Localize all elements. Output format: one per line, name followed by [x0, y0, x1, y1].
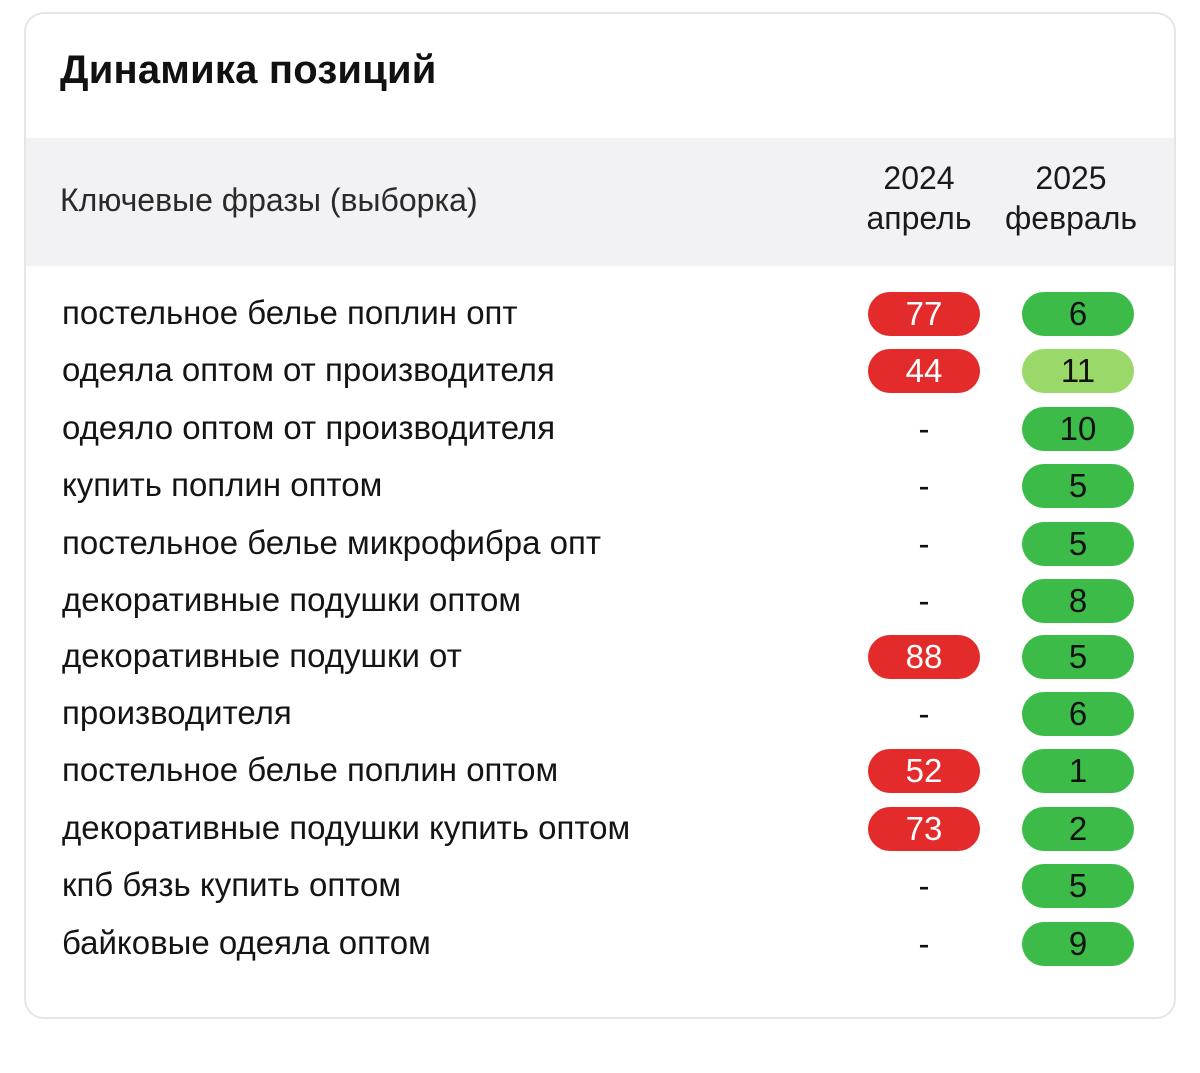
- header-col-2025-month: февраль: [1004, 200, 1138, 236]
- position-2025-badge: 8: [1022, 579, 1134, 623]
- position-2025-badge: 10: [1022, 407, 1134, 451]
- table-row: одеяло оптом от производителя - 10: [26, 403, 1174, 453]
- table-row: постельное белье микрофибра опт - 5: [26, 518, 1174, 568]
- keyword-phrase: декоративные подушки купить оптом: [62, 809, 631, 846]
- card-title: Динамика позиций: [60, 48, 437, 92]
- table-row: купить поплин оптом - 5: [26, 460, 1174, 510]
- header-col-2025-year: 2025: [1035, 160, 1107, 196]
- keyword-phrase: байковые одеяла оптом: [62, 924, 431, 961]
- position-2024-badge: -: [918, 525, 930, 562]
- keyword-phrase: одеяло оптом от производителя: [62, 409, 556, 446]
- positions-card: Динамика позиций Ключевые фразы (выборка…: [24, 12, 1176, 1019]
- table-row: байковые одеяла оптом - 9: [26, 918, 1174, 968]
- table-header: Ключевые фразы (выборка) 2024 апрель 202…: [26, 138, 1174, 266]
- table-row: декоративные подушки от 88 5: [26, 631, 1174, 681]
- header-col-2024: 2024 апрель: [844, 158, 994, 238]
- table-row: декоративные подушки оптом - 8: [26, 575, 1174, 625]
- header-col-2024-year: 2024: [883, 160, 955, 196]
- position-2025-badge: 5: [1022, 635, 1134, 679]
- position-2025-badge: 9: [1022, 922, 1134, 966]
- keyword-phrase: кпб бязь купить оптом: [62, 866, 402, 903]
- keyword-phrase: декоративные подушки от: [62, 637, 462, 674]
- position-2024-badge: -: [918, 582, 930, 619]
- position-2024-badge: 88: [868, 635, 980, 679]
- position-2025-badge: 2: [1022, 807, 1134, 851]
- position-2024-badge: -: [918, 467, 930, 504]
- position-2025-badge: 11: [1022, 349, 1134, 393]
- position-2025-badge: 5: [1022, 522, 1134, 566]
- position-2024-badge: -: [918, 867, 930, 904]
- keyword-phrase: постельное белье поплин оптом: [62, 751, 559, 788]
- keyword-phrase: постельное белье микрофибра опт: [62, 524, 601, 561]
- table-row: кпб бязь купить оптом - 5: [26, 860, 1174, 910]
- position-2024-badge: -: [918, 410, 930, 447]
- keyword-phrase: производителя: [62, 694, 292, 731]
- position-2025-badge: 1: [1022, 749, 1134, 793]
- position-2024-badge: -: [918, 925, 930, 962]
- header-col-2025: 2025 февраль: [996, 158, 1146, 238]
- position-2024-badge: 44: [868, 349, 980, 393]
- keyword-phrase: купить поплин оптом: [62, 466, 383, 503]
- header-col-2024-month: апрель: [866, 200, 972, 236]
- position-2025-badge: 6: [1022, 292, 1134, 336]
- table-row: постельное белье поплин опт 77 6: [26, 288, 1174, 338]
- keyword-phrase: постельное белье поплин опт: [62, 294, 518, 331]
- table-row: одеяла оптом от производителя 44 11: [26, 345, 1174, 395]
- position-2024-badge: -: [918, 695, 930, 732]
- keyword-phrase: декоративные подушки оптом: [62, 581, 522, 618]
- position-2025-badge: 5: [1022, 464, 1134, 508]
- position-2025-badge: 6: [1022, 692, 1134, 736]
- position-2024-badge: 77: [868, 292, 980, 336]
- position-2024-badge: 52: [868, 749, 980, 793]
- position-2025-badge: 5: [1022, 864, 1134, 908]
- header-phrases: Ключевые фразы (выборка): [60, 182, 478, 218]
- keyword-phrase: одеяла оптом от производителя: [62, 351, 555, 388]
- table-row: постельное белье поплин оптом 52 1: [26, 745, 1174, 795]
- position-2024-badge: 73: [868, 807, 980, 851]
- table-row: производителя - 6: [26, 688, 1174, 738]
- table-row: декоративные подушки купить оптом 73 2: [26, 803, 1174, 853]
